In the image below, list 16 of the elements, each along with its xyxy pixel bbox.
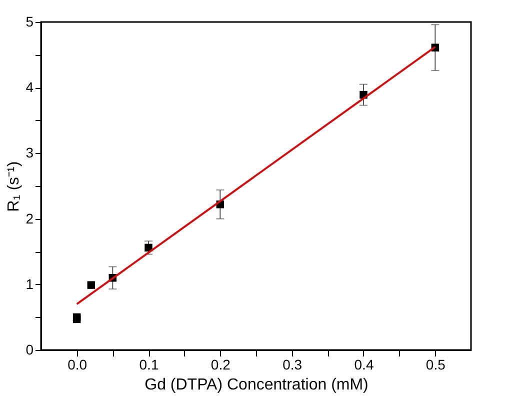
y-tick-label: 2 [26,210,34,226]
x-tick-label: 0.1 [139,356,159,372]
y-tick-label: 3 [26,144,34,161]
point [144,244,152,252]
y-tick-label: 0 [26,342,34,358]
y-axis-title: R₁ (s⁻¹) [6,161,23,212]
y-tick-label: 1 [26,276,34,292]
y-tick-label: 4 [26,79,34,96]
y-tick-label: 5 [26,14,34,30]
x-axis-title: Gd (DTPA) Concentration (mM) [144,376,368,394]
point [87,281,96,289]
x-tick-label: 0.2 [210,356,231,372]
x-tick-label: 0.3 [282,356,302,372]
x-tick-label: 0.4 [354,356,374,372]
x-tick-label: 0.5 [426,356,446,372]
x-tick-label: 0.0 [68,356,88,372]
